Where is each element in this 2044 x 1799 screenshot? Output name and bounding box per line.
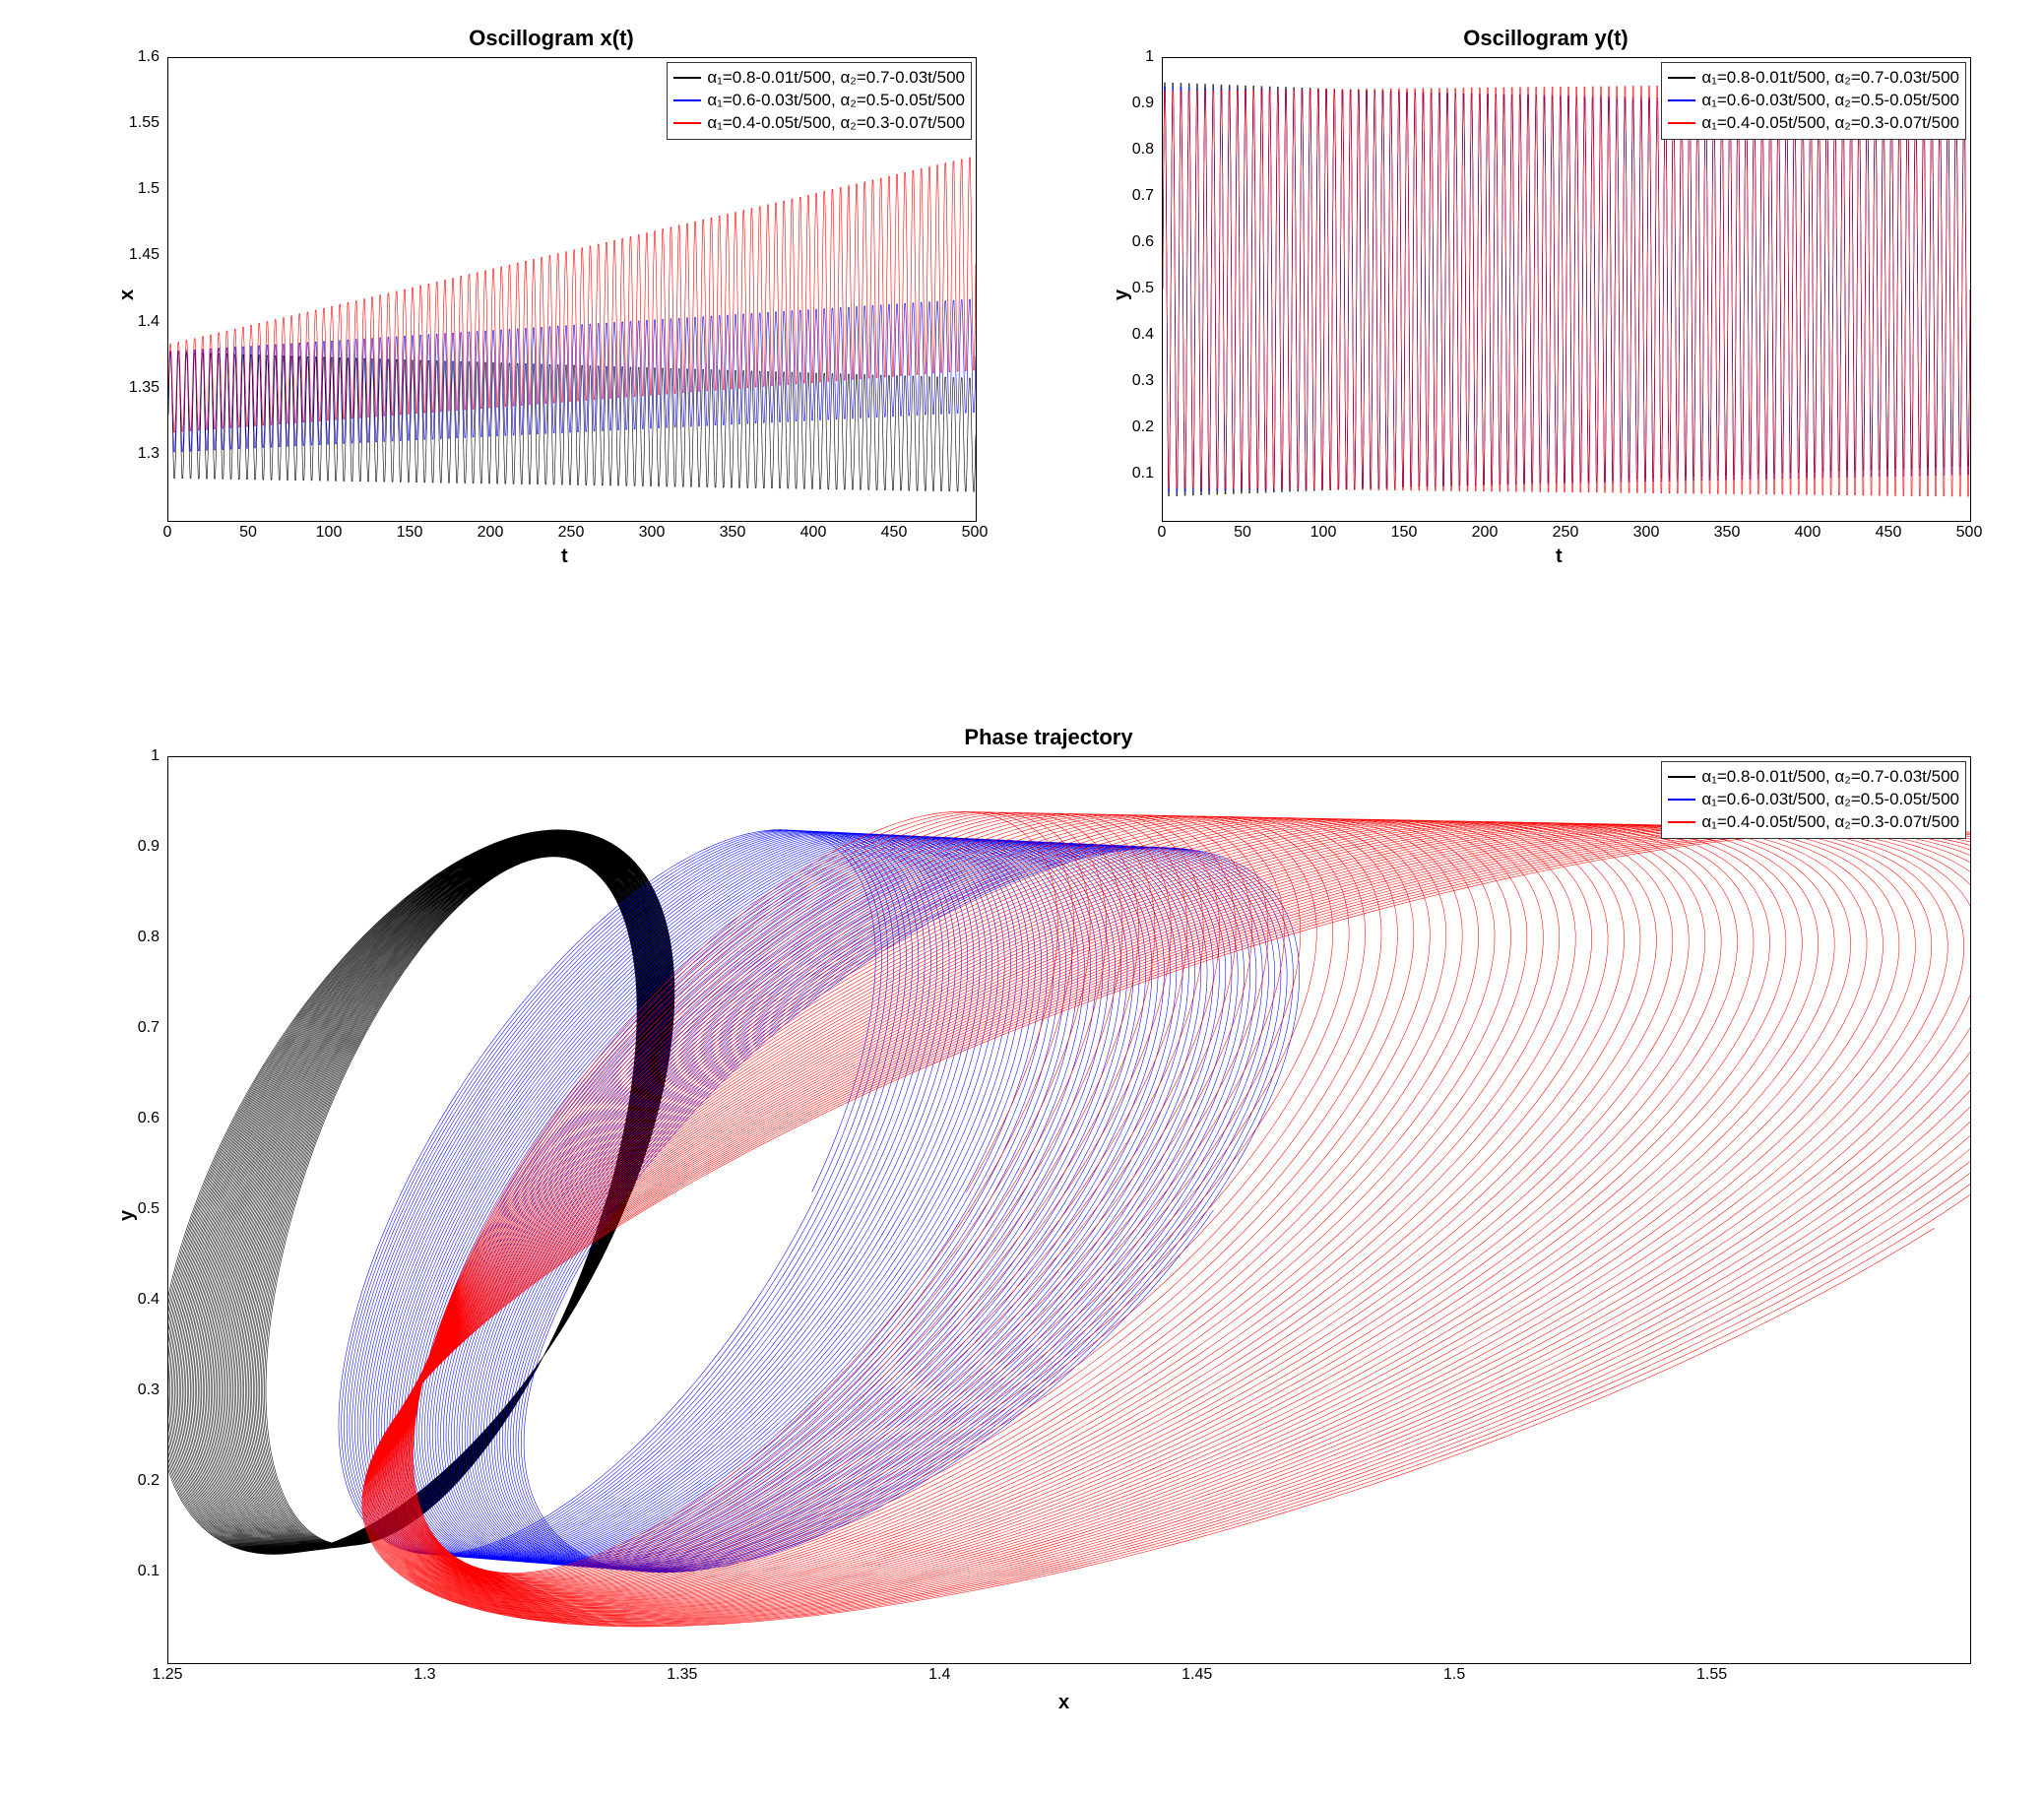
panel-yt: Oscillogram y(t) α₁=0.8-0.01t/500, α₂=0.… [1103, 30, 1989, 581]
legend-swatch [673, 99, 701, 101]
legend-label: α₁=0.6-0.03t/500, α₂=0.5-0.05t/500 [1701, 90, 1959, 112]
panel-yt-title: Oscillogram y(t) [1103, 26, 1989, 51]
ylabel-phase: y [116, 1210, 139, 1221]
legend-swatch [1668, 776, 1695, 778]
xlabel-xt: t [561, 546, 568, 568]
legend-swatch [1668, 821, 1695, 823]
legend-row: α₁=0.8-0.01t/500, α₂=0.7-0.03t/500 [673, 67, 965, 90]
legend-phase: α₁=0.8-0.01t/500, α₂=0.7-0.03t/500 α₁=0.… [1661, 761, 1966, 839]
legend-label: α₁=0.6-0.03t/500, α₂=0.5-0.05t/500 [1701, 789, 1959, 811]
legend-swatch [673, 122, 701, 124]
legend-swatch [1668, 77, 1695, 79]
legend-yt: α₁=0.8-0.01t/500, α₂=0.7-0.03t/500 α₁=0.… [1661, 62, 1966, 140]
panel-phase-title: Phase trajectory [108, 725, 1989, 750]
legend-label: α₁=0.6-0.03t/500, α₂=0.5-0.05t/500 [707, 90, 965, 112]
legend-row: α₁=0.6-0.03t/500, α₂=0.5-0.05t/500 [673, 90, 965, 112]
legend-swatch [673, 77, 701, 79]
legend-swatch [1668, 122, 1695, 124]
panel-xt-title: Oscillogram x(t) [108, 26, 994, 51]
legend-label: α₁=0.8-0.01t/500, α₂=0.7-0.03t/500 [707, 67, 965, 90]
legend-swatch [1668, 99, 1695, 101]
legend-row: α₁=0.4-0.05t/500, α₂=0.3-0.07t/500 [1668, 811, 1959, 834]
xlabel-yt: t [1556, 546, 1563, 568]
legend-row: α₁=0.8-0.01t/500, α₂=0.7-0.03t/500 [1668, 67, 1959, 90]
legend-label: α₁=0.4-0.05t/500, α₂=0.3-0.07t/500 [707, 112, 965, 135]
legend-label: α₁=0.4-0.05t/500, α₂=0.3-0.07t/500 [1701, 811, 1959, 834]
xlabel-phase: x [1058, 1692, 1069, 1714]
legend-label: α₁=0.8-0.01t/500, α₂=0.7-0.03t/500 [1701, 67, 1959, 90]
panel-phase: Phase trajectory α₁=0.8-0.01t/500, α₂=0.… [108, 729, 1989, 1733]
ylabel-yt: y [1111, 289, 1133, 300]
panel-xt: Oscillogram x(t) α₁=0.8-0.01t/500, α₂=0.… [108, 30, 994, 581]
legend-row: α₁=0.4-0.05t/500, α₂=0.3-0.07t/500 [1668, 112, 1959, 135]
legend-swatch [1668, 799, 1695, 801]
legend-row: α₁=0.6-0.03t/500, α₂=0.5-0.05t/500 [1668, 789, 1959, 811]
ylabel-xt: x [116, 289, 139, 300]
legend-row: α₁=0.8-0.01t/500, α₂=0.7-0.03t/500 [1668, 766, 1959, 789]
plot-area-xt: α₁=0.8-0.01t/500, α₂=0.7-0.03t/500 α₁=0.… [167, 57, 977, 522]
plot-area-yt: α₁=0.8-0.01t/500, α₂=0.7-0.03t/500 α₁=0.… [1162, 57, 1971, 522]
legend-label: α₁=0.4-0.05t/500, α₂=0.3-0.07t/500 [1701, 112, 1959, 135]
legend-xt: α₁=0.8-0.01t/500, α₂=0.7-0.03t/500 α₁=0.… [667, 62, 972, 140]
plot-area-phase: α₁=0.8-0.01t/500, α₂=0.7-0.03t/500 α₁=0.… [167, 756, 1971, 1664]
legend-row: α₁=0.6-0.03t/500, α₂=0.5-0.05t/500 [1668, 90, 1959, 112]
figure-root: Oscillogram x(t) α₁=0.8-0.01t/500, α₂=0.… [20, 20, 2024, 1779]
legend-row: α₁=0.4-0.05t/500, α₂=0.3-0.07t/500 [673, 112, 965, 135]
legend-label: α₁=0.8-0.01t/500, α₂=0.7-0.03t/500 [1701, 766, 1959, 789]
svg-phase [168, 757, 1970, 1663]
